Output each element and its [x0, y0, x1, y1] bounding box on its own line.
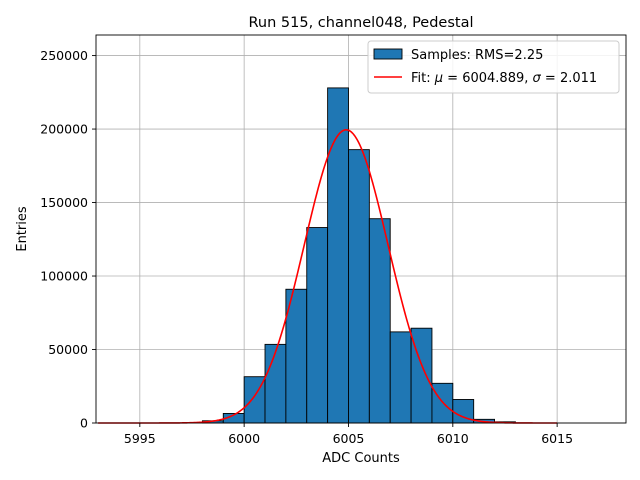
histogram-bar-6009	[431, 382, 454, 424]
legend-box	[367, 40, 620, 94]
y-tick-label-150000: 150000	[40, 195, 88, 210]
mu-equals: =	[443, 71, 462, 86]
legend-swatch-samples	[373, 48, 403, 60]
legend-label-fit: Fit: μ = 6004.889, σ = 2.011	[411, 71, 597, 86]
histogram-bar-6006	[368, 218, 391, 424]
y-tick-label-200000: 200000	[40, 122, 88, 137]
y-axis-ticks: 0 50000 100000 150000 200000 250000	[40, 48, 96, 431]
plot-area	[96, 35, 626, 424]
x-tick-label-6010: 6010	[437, 431, 469, 446]
y-tick-label-250000: 250000	[40, 48, 88, 63]
legend-label-samples: Samples: RMS=2.25	[411, 48, 543, 63]
mu-symbol: μ	[434, 71, 443, 86]
axes-frame	[95, 34, 627, 424]
fit-prefix: Fit:	[411, 71, 435, 86]
y-axis-label: Entries	[15, 206, 30, 252]
y-tick-label-0: 0	[80, 416, 88, 431]
sigma-symbol: σ	[533, 71, 542, 86]
histogram-bar-6007	[389, 331, 412, 424]
x-tick-label-6000: 6000	[228, 431, 260, 446]
fit-separator: ,	[524, 71, 532, 86]
histogram-bar-6004	[327, 87, 349, 424]
legend: Samples: RMS=2.25 Fit: μ = 6004.889, σ =…	[367, 40, 620, 94]
y-tick-label-50000: 50000	[48, 342, 88, 357]
mu-value: 6004.889	[462, 71, 524, 86]
x-tick-label-6005: 6005	[333, 431, 365, 446]
histogram-bar-6005	[348, 149, 370, 424]
sigma-equals: =	[541, 71, 560, 86]
histogram-bar-6003	[306, 227, 329, 424]
y-tick-label-100000: 100000	[40, 269, 88, 284]
histogram-bar-6001	[264, 343, 287, 424]
x-tick-label-6015: 6015	[541, 431, 573, 446]
x-tick-label-5995: 5995	[124, 431, 156, 446]
x-axis-label: ADC Counts	[322, 451, 400, 466]
sigma-value: 2.011	[560, 71, 597, 86]
chart-title: Run 515, channel048, Pedestal	[248, 15, 473, 31]
x-axis-ticks: 5995 6000 6005 6010 6015	[124, 423, 573, 446]
